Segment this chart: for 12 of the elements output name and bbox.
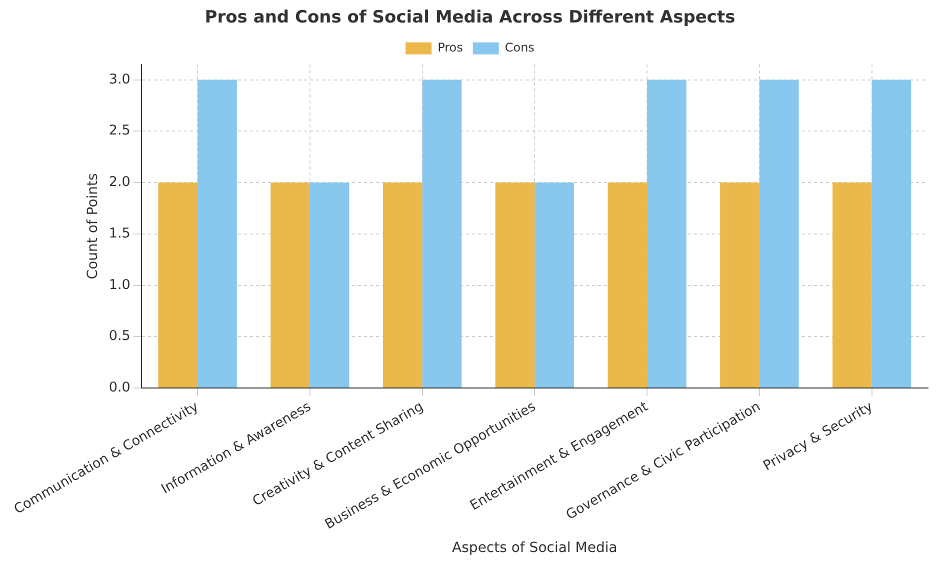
y-tick-label: 0.5 bbox=[108, 328, 130, 344]
legend-label: Cons bbox=[504, 40, 534, 55]
y-tick-label: 2.0 bbox=[108, 174, 130, 190]
y-axis-title: Count of Points bbox=[85, 173, 102, 280]
chart-title: Pros and Cons of Social Media Across Different Aspects bbox=[204, 8, 736, 28]
x-axis-title: Aspects of Social Media bbox=[452, 540, 618, 556]
y-tick-label: 3.0 bbox=[108, 71, 130, 88]
y-tick-label: 1.0 bbox=[108, 276, 130, 293]
y-tick-label: 1.5 bbox=[108, 225, 130, 242]
legend-label: Pros bbox=[438, 40, 463, 55]
y-tick-label: 0.0 bbox=[108, 379, 130, 396]
y-tick-label: 2.5 bbox=[108, 122, 130, 139]
